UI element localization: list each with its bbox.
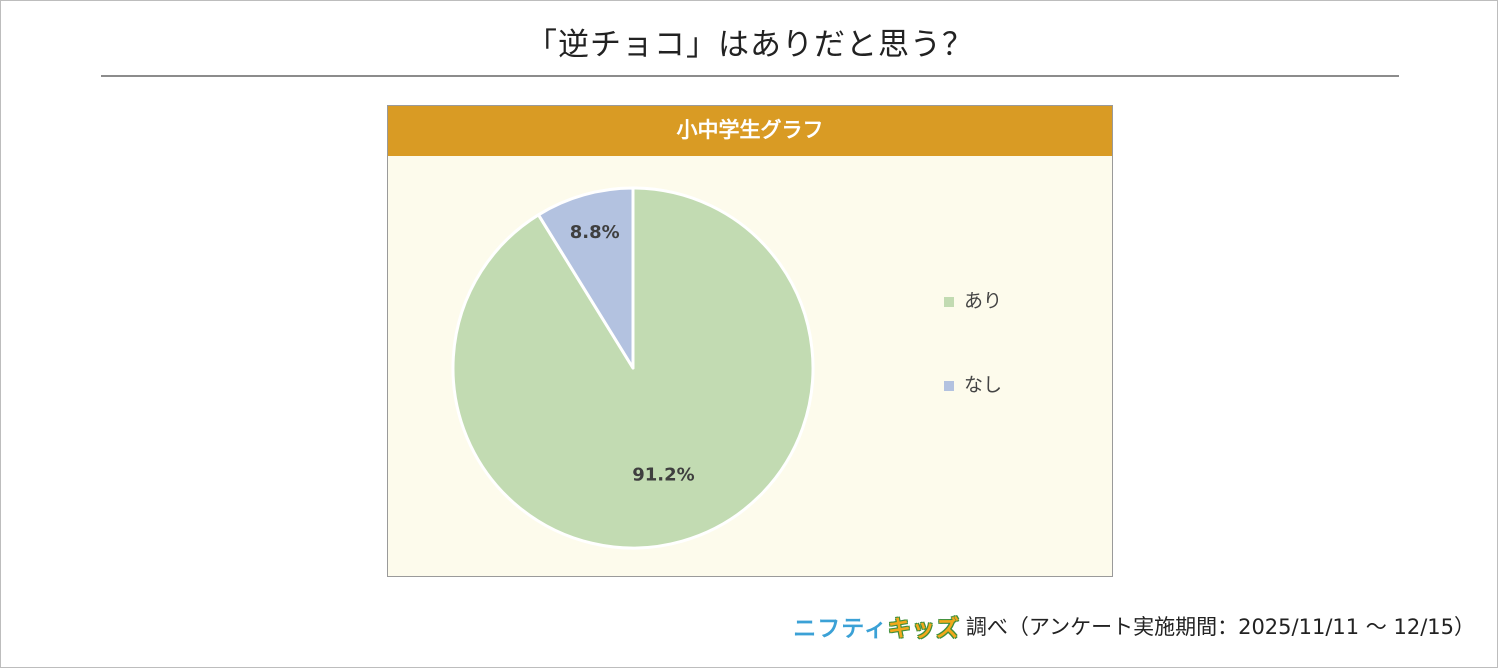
legend-swatch-1 <box>944 381 954 391</box>
chart-panel: 91.2% 8.8% 小中学生グラフ ありなし <box>387 105 1113 577</box>
nifty-kids-logo-accent: キッズ <box>887 616 960 642</box>
legend-label-0: あり <box>964 290 1003 312</box>
pie-data-label-0: 91.2% <box>632 464 694 485</box>
pie-data-label-1: 8.8% <box>570 222 620 243</box>
chart-header: 小中学生グラフ <box>388 106 1112 156</box>
legend-swatch-0 <box>944 297 954 307</box>
survey-source-text: 調べ（アンケート実施期間：2025/11/11 ～ 12/15） <box>965 615 1475 639</box>
pie-slice-1 <box>536 186 635 370</box>
pie-chart: 91.2% 8.8% <box>451 186 815 550</box>
source-credit: ニフティ キッズ 調べ（アンケート実施期間：2025/11/11 ～ 12/15… <box>721 609 1475 649</box>
nifty-kids-logo-text: ニフティ <box>793 616 888 642</box>
page-title: 「逆チョコ」はありだと思う？ <box>526 27 974 63</box>
legend-label-1: なし <box>964 374 1003 396</box>
title-divider <box>101 75 1399 77</box>
